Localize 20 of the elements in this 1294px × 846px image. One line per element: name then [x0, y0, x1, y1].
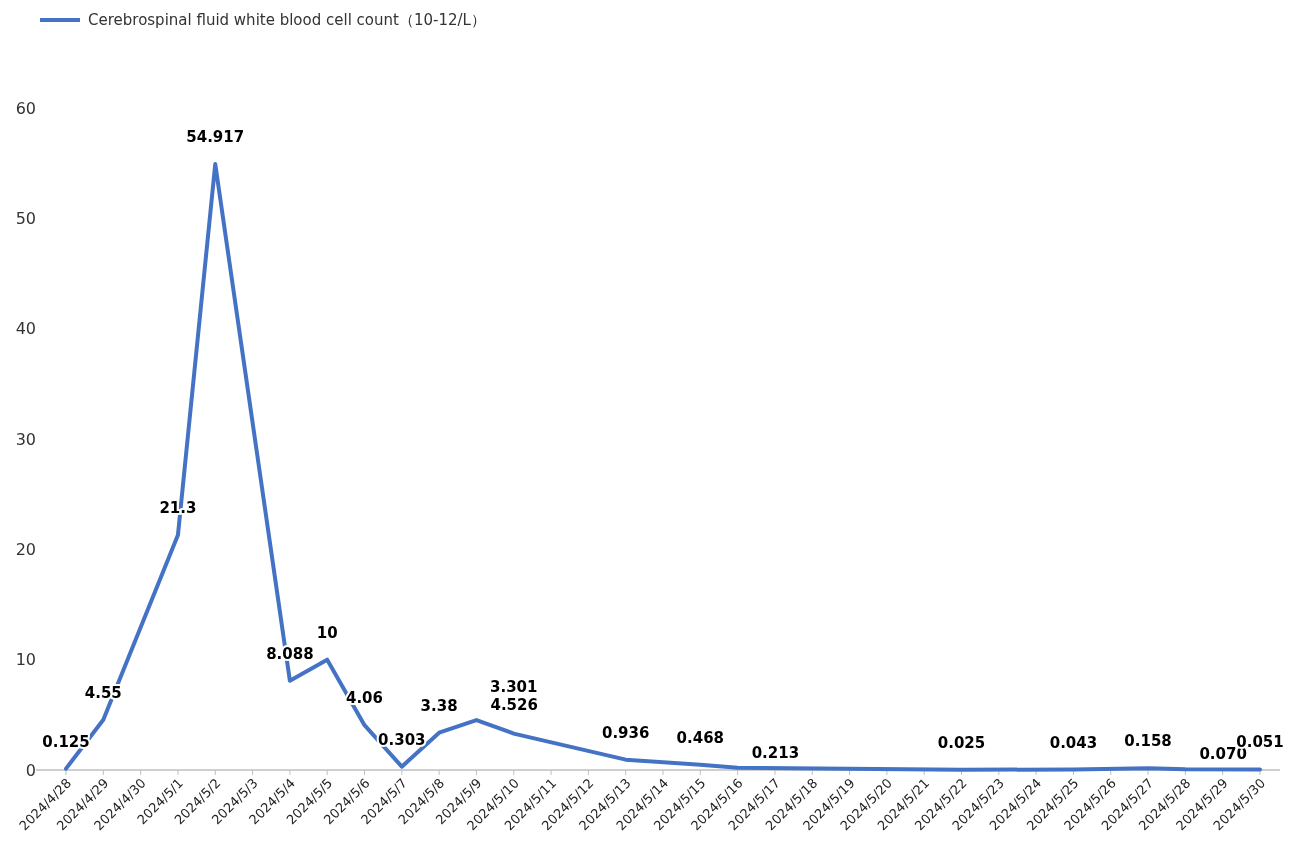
data-label: 0.468: [676, 728, 725, 747]
legend-label: Cerebrospinal fluid white blood cell count（10-12/L）: [88, 11, 486, 30]
data-label: 54.917: [186, 128, 245, 147]
data-label: 3.301: [490, 677, 538, 696]
y-tick-label: 20: [15, 539, 36, 559]
data-label: 10: [316, 623, 338, 642]
data-label: 3.38: [420, 696, 458, 715]
y-tick-label: 10: [15, 650, 36, 670]
data-label: 0.043: [1049, 733, 1098, 752]
data-label: 0.936: [601, 723, 650, 742]
y-tick-label: 50: [15, 208, 36, 228]
data-label: 0.025: [937, 733, 986, 752]
data-label: 0.303: [378, 730, 426, 749]
data-label: 4.526: [490, 696, 538, 715]
y-tick-label: 0: [25, 760, 36, 780]
data-label: 0.158: [1124, 732, 1172, 751]
y-tick-label: 60: [15, 98, 36, 118]
y-tick-label: 30: [15, 429, 36, 449]
data-label: 0.213: [751, 743, 800, 762]
y-tick-label: 40: [15, 319, 36, 339]
